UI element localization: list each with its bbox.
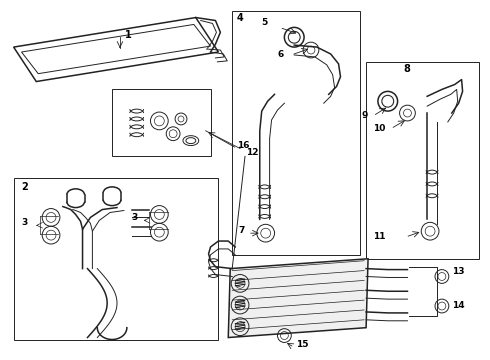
Text: 2: 2 (22, 182, 28, 192)
Text: 1: 1 (125, 30, 132, 40)
Polygon shape (228, 259, 368, 338)
Text: 12: 12 (246, 148, 259, 157)
Text: 14: 14 (452, 301, 465, 310)
Text: 6: 6 (277, 50, 284, 59)
Text: 8: 8 (404, 64, 411, 74)
Text: 5: 5 (262, 18, 268, 27)
Text: 3: 3 (132, 213, 138, 222)
Bar (112, 89, 211, 156)
Text: 15: 15 (296, 340, 309, 349)
Text: 13: 13 (452, 266, 464, 275)
Text: 7: 7 (238, 226, 245, 235)
Bar (232, 11, 360, 255)
Bar (366, 62, 479, 259)
Text: 11: 11 (373, 232, 386, 241)
Bar (14, 178, 219, 341)
Text: 4: 4 (237, 13, 244, 23)
Text: 3: 3 (22, 218, 28, 227)
Text: 16: 16 (237, 141, 249, 150)
Text: 10: 10 (373, 124, 386, 133)
Text: 9: 9 (362, 111, 368, 120)
